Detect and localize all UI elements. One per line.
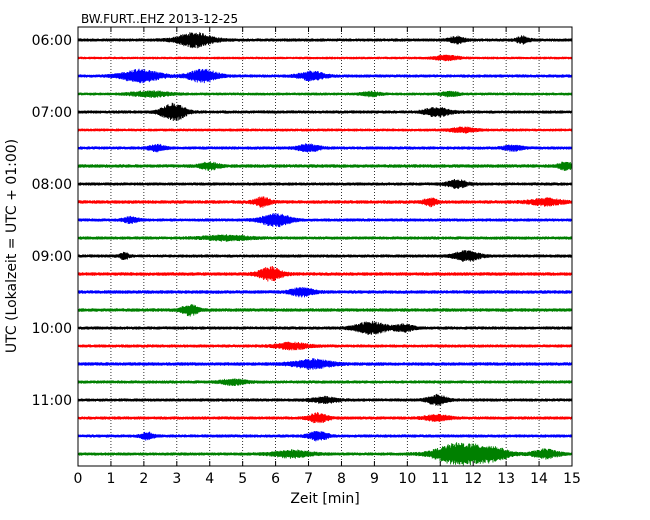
y-axis-label: UTC (Lokalzeit = UTC + 01:00) [4, 139, 20, 353]
trace-0830 [78, 212, 572, 228]
trace-0845 [78, 234, 572, 242]
x-tick-label: 0 [74, 471, 83, 487]
x-tick-label: 4 [205, 471, 214, 487]
trace-0700 [78, 102, 572, 122]
trace-1015 [78, 341, 572, 351]
trace-0745 [78, 161, 572, 171]
trace-0915 [78, 266, 572, 282]
trace-1130 [78, 431, 572, 442]
trace-0815 [78, 196, 572, 208]
trace-0645 [78, 90, 572, 98]
trace-0900 [78, 250, 572, 262]
trace-1045 [78, 378, 572, 386]
trace-0730 [78, 143, 572, 153]
trace-0600 [78, 32, 572, 49]
trace-1000 [78, 320, 572, 335]
trace-0715 [78, 126, 572, 134]
chart-title: BW.FURT..EHZ 2013-12-25 [81, 12, 238, 26]
trace-0930 [78, 287, 572, 298]
trace-1100 [78, 393, 572, 406]
y-tick-label: 06:00 [32, 33, 72, 49]
trace-1145 [78, 442, 572, 466]
trace-0945 [78, 303, 572, 317]
seismic-traces [78, 32, 572, 466]
plot-frame [77, 26, 573, 467]
x-tick-label: 3 [172, 471, 181, 487]
x-tick-label: 15 [563, 471, 581, 487]
trace-0615 [78, 54, 572, 62]
y-tick-label: 10:00 [32, 321, 72, 337]
y-tick-label: 08:00 [32, 177, 72, 193]
x-tick-label: 9 [370, 471, 379, 487]
x-tick-label: 14 [530, 471, 548, 487]
x-tick-label: 13 [497, 471, 515, 487]
grid-lines [110, 27, 540, 466]
trace-0630 [78, 68, 572, 84]
y-tick-label: 07:00 [32, 105, 72, 121]
x-tick-label: 1 [106, 471, 115, 487]
x-tick-label: 10 [398, 471, 416, 487]
trace-1115 [78, 412, 572, 424]
x-axis-ticks: 0 1 2 3 4 5 6 7 8 9 10 11 12 13 14 15 [74, 27, 581, 487]
trace-0800 [78, 178, 572, 190]
x-tick-label: 2 [139, 471, 148, 487]
x-tick-label: 11 [431, 471, 449, 487]
x-tick-label: 5 [238, 471, 247, 487]
x-tick-label: 7 [304, 471, 313, 487]
x-tick-label: 8 [337, 471, 346, 487]
y-tick-label: 09:00 [32, 249, 72, 265]
x-tick-label: 12 [464, 471, 482, 487]
x-tick-label: 6 [271, 471, 280, 487]
y-axis-ticks: 06:00 07:00 08:00 09:00 10:00 11:00 [32, 33, 572, 409]
x-axis-label: Zeit [min] [290, 491, 359, 507]
trace-1030 [78, 358, 572, 370]
y-tick-label: 11:00 [32, 393, 72, 409]
